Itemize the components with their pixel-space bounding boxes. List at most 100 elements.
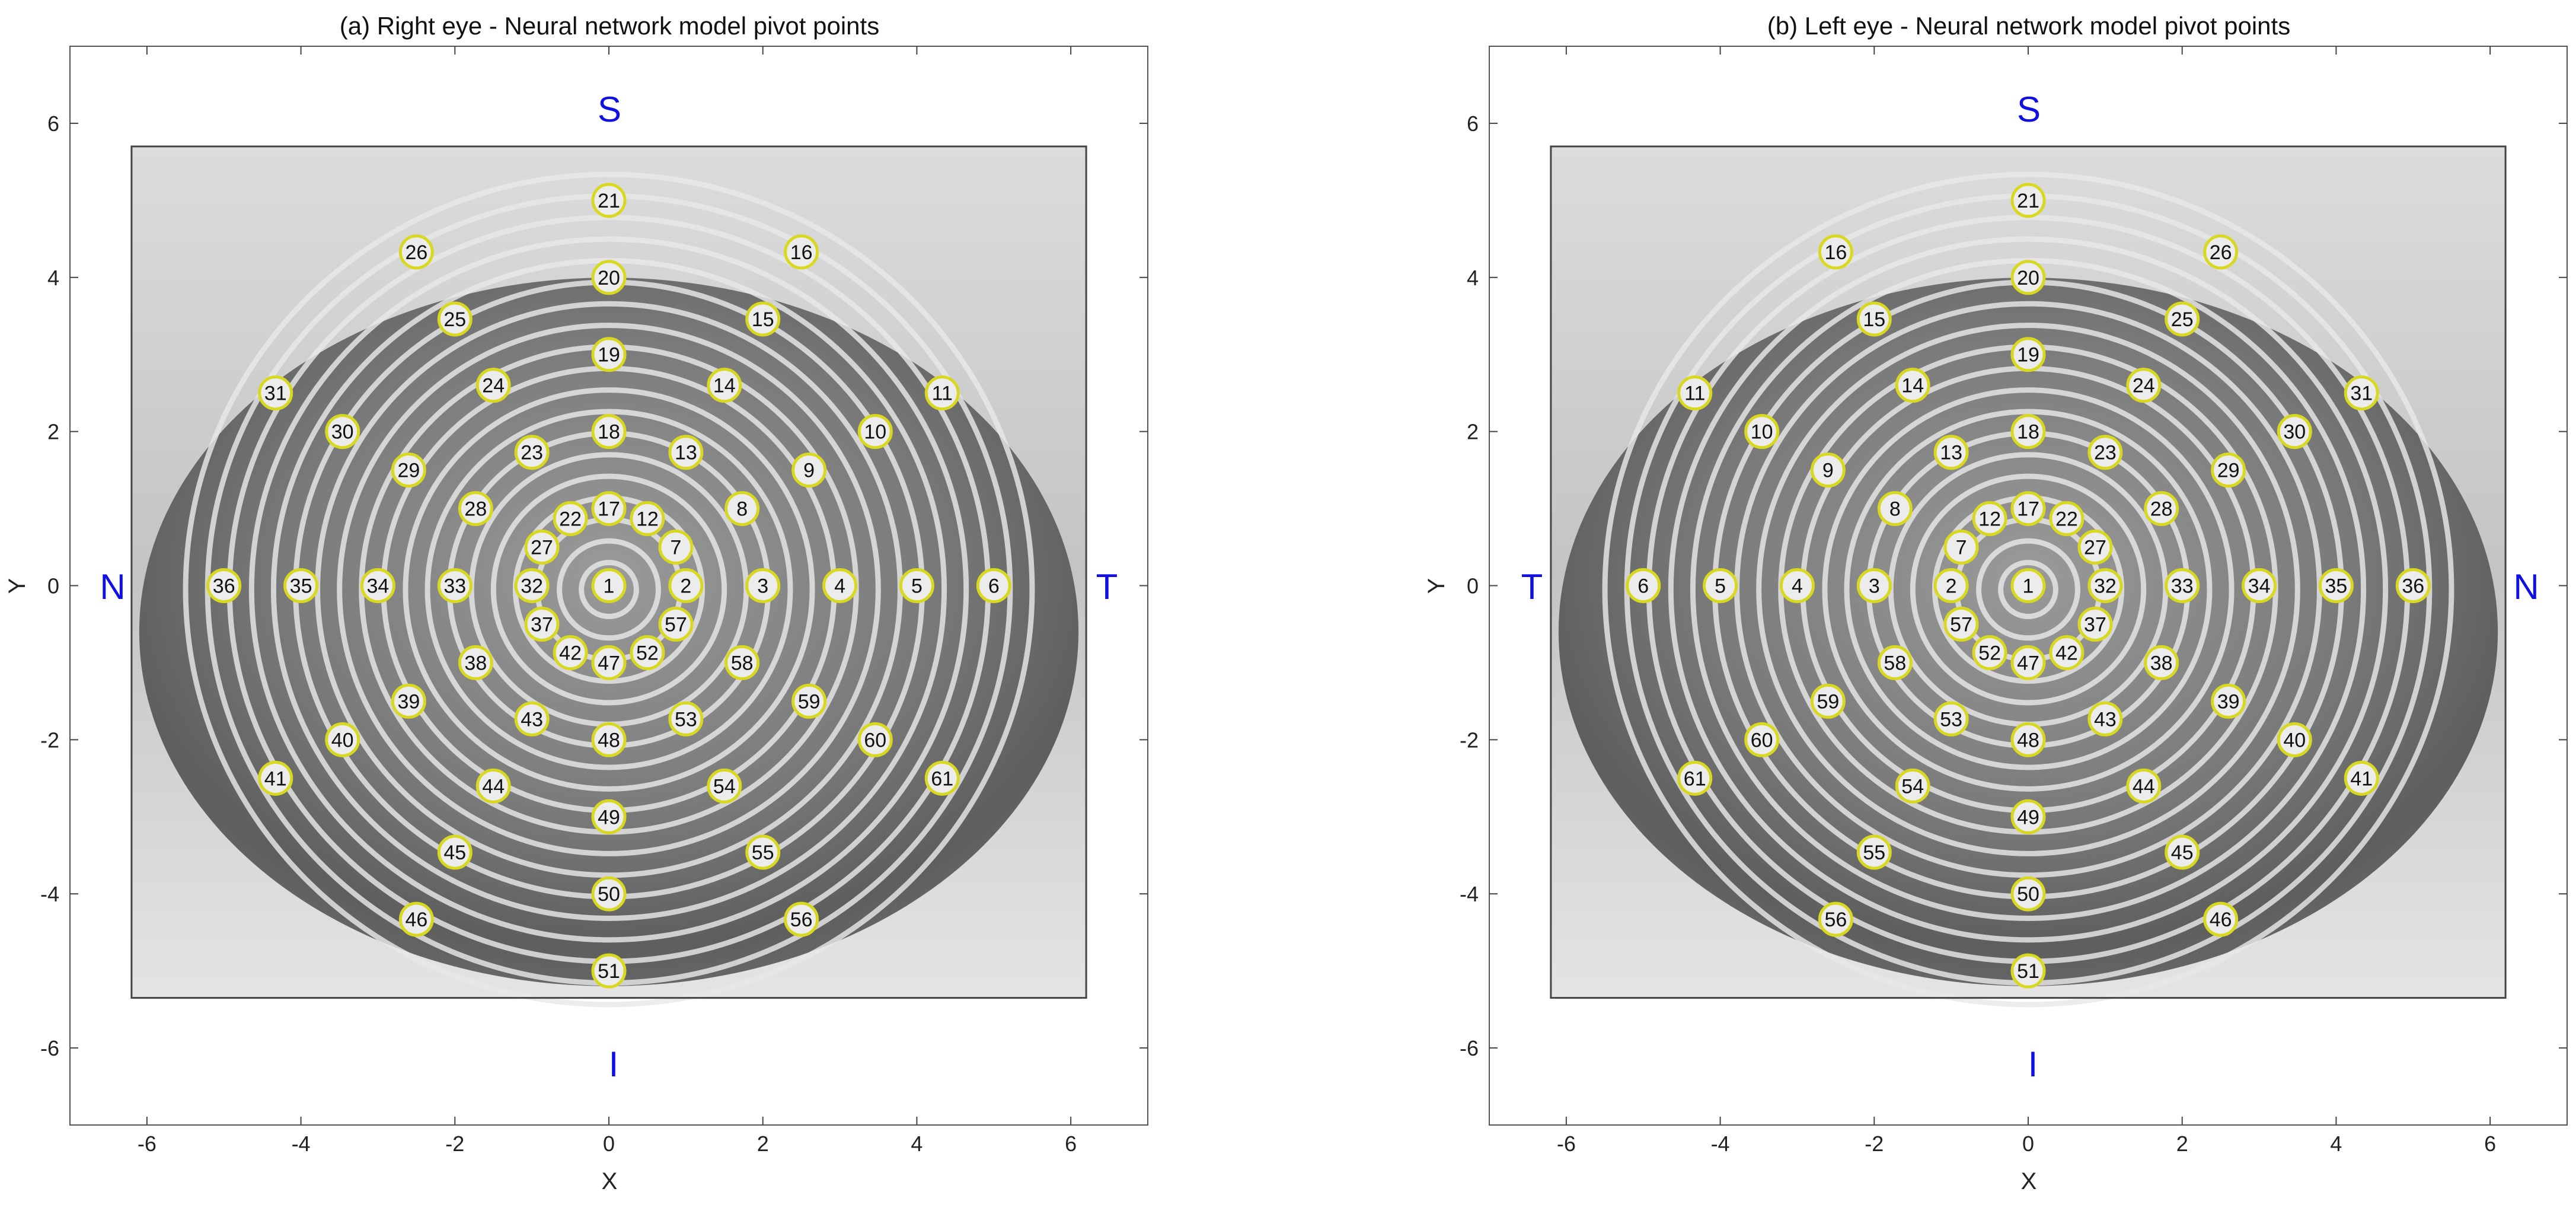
pivot-marker: [1895, 768, 1930, 804]
y-tick-label: -2: [40, 728, 59, 752]
pivot-point-24: 24: [475, 368, 511, 403]
pivot-marker: [924, 375, 960, 411]
x-tick-label: 4: [911, 1132, 922, 1156]
pivot-marker: [398, 234, 434, 270]
pivot-label: 53: [1940, 708, 1962, 731]
x-axis-label: X: [2021, 1168, 2037, 1194]
pivot-marker: [724, 491, 760, 527]
pivot-point-61: 61: [924, 760, 960, 796]
pivot-point-44: 44: [2126, 768, 2162, 804]
pivot-label: 25: [443, 308, 466, 331]
pivot-marker: [2010, 183, 2046, 218]
pivot-marker: [325, 414, 360, 450]
pivot-marker: [1933, 568, 1969, 603]
pivot-marker: [1810, 452, 1846, 488]
pivot-label: 37: [531, 613, 553, 636]
pivot-label: 38: [464, 652, 487, 674]
pivot-marker: [668, 568, 704, 603]
pivot-label: 4: [834, 575, 845, 598]
pivot-marker: [1895, 368, 1930, 403]
pivot-marker: [2087, 568, 2123, 603]
pivot-label: 44: [482, 775, 505, 798]
pivot-label: 51: [598, 960, 620, 983]
pivot-marker: [2203, 901, 2239, 937]
pivot-marker: [591, 183, 627, 218]
pivot-marker: [2277, 722, 2312, 757]
pivot-label: 57: [1950, 613, 1972, 636]
pivot-marker: [325, 722, 360, 757]
pivot-label: 30: [2283, 421, 2306, 444]
pivot-label: 58: [731, 652, 754, 674]
pivot-marker: [1856, 568, 1892, 603]
pivot-marker: [822, 568, 858, 603]
pivot-marker: [2010, 645, 2046, 680]
pivot-marker: [391, 452, 426, 488]
pivot-marker: [2010, 953, 2046, 989]
y-axis-label: Y: [4, 578, 30, 594]
pivot-label: 3: [1869, 575, 1880, 598]
pivot-label: 48: [2017, 729, 2039, 751]
pivot-label: 9: [1822, 460, 1834, 482]
pivot-marker: [591, 876, 627, 912]
pivot-point-37: 37: [2077, 606, 2113, 642]
pivot-marker: [2010, 799, 2046, 834]
pivot-label: 26: [405, 241, 427, 264]
pivot-label: 24: [2133, 375, 2155, 397]
pivot-marker: [1943, 606, 1979, 642]
pivot-label: 31: [264, 383, 287, 405]
pivot-label: 21: [598, 190, 620, 212]
pivot-marker: [2010, 722, 2046, 757]
pivot-label: 53: [675, 708, 697, 731]
pivot-marker: [2010, 568, 2046, 603]
pivot-marker: [475, 368, 511, 403]
x-tick-label: -6: [1557, 1132, 1576, 1156]
pivot-point-31: 31: [2344, 375, 2379, 411]
pivot-point-35: 35: [2318, 568, 2354, 603]
pivot-label: 47: [2017, 652, 2039, 674]
y-tick-label: -6: [40, 1036, 59, 1060]
pivot-marker: [437, 568, 473, 603]
pivot-label: 42: [2055, 642, 2078, 665]
pivot-label: 13: [675, 442, 697, 464]
pivot-point-53: 53: [668, 701, 704, 737]
pivot-label: 19: [598, 344, 620, 367]
pivot-label: 11: [1684, 383, 1705, 405]
pivot-point-43: 43: [2087, 701, 2123, 737]
pivot-label: 33: [2171, 575, 2194, 598]
pivot-marker: [784, 234, 819, 270]
pivot-label: 5: [911, 575, 922, 598]
y-tick-label: -4: [1460, 882, 1479, 906]
pivot-point-42: 42: [553, 635, 588, 671]
pivot-marker: [524, 606, 560, 642]
placido-ring: [424, 409, 793, 770]
pivot-point-50: 50: [2010, 876, 2046, 912]
y-tick-label: 6: [47, 111, 59, 136]
pivot-label: 58: [1884, 652, 1906, 674]
pivot-point-16: 16: [784, 234, 819, 270]
pivot-point-12: 12: [1972, 501, 2007, 536]
pivot-point-42: 42: [2049, 635, 2085, 671]
pivot-label: 56: [1824, 909, 1847, 931]
pivot-label: 30: [331, 421, 354, 444]
pivot-point-41: 41: [258, 760, 293, 796]
y-tick-label: 2: [1467, 420, 1479, 444]
pivot-label: 15: [752, 308, 774, 331]
x-tick-label: 4: [2330, 1132, 2342, 1156]
placido-ring: [403, 387, 815, 792]
pivot-marker: [724, 645, 760, 680]
pivot-point-53: 53: [1933, 701, 1969, 737]
y-tick-label: 4: [47, 266, 59, 290]
placido-ring: [490, 473, 727, 706]
pivot-marker: [258, 760, 293, 796]
pivot-marker: [2395, 568, 2431, 603]
pivot-marker: [745, 568, 781, 603]
pivot-point-24: 24: [2126, 368, 2162, 403]
pivot-label: 16: [1824, 241, 1847, 264]
pivot-label: 28: [464, 498, 487, 521]
pivot-marker: [2077, 606, 2113, 642]
x-tick-label: -2: [1865, 1132, 1884, 1156]
pivot-label: 18: [2017, 421, 2039, 444]
pivot-point-57: 57: [658, 606, 694, 642]
